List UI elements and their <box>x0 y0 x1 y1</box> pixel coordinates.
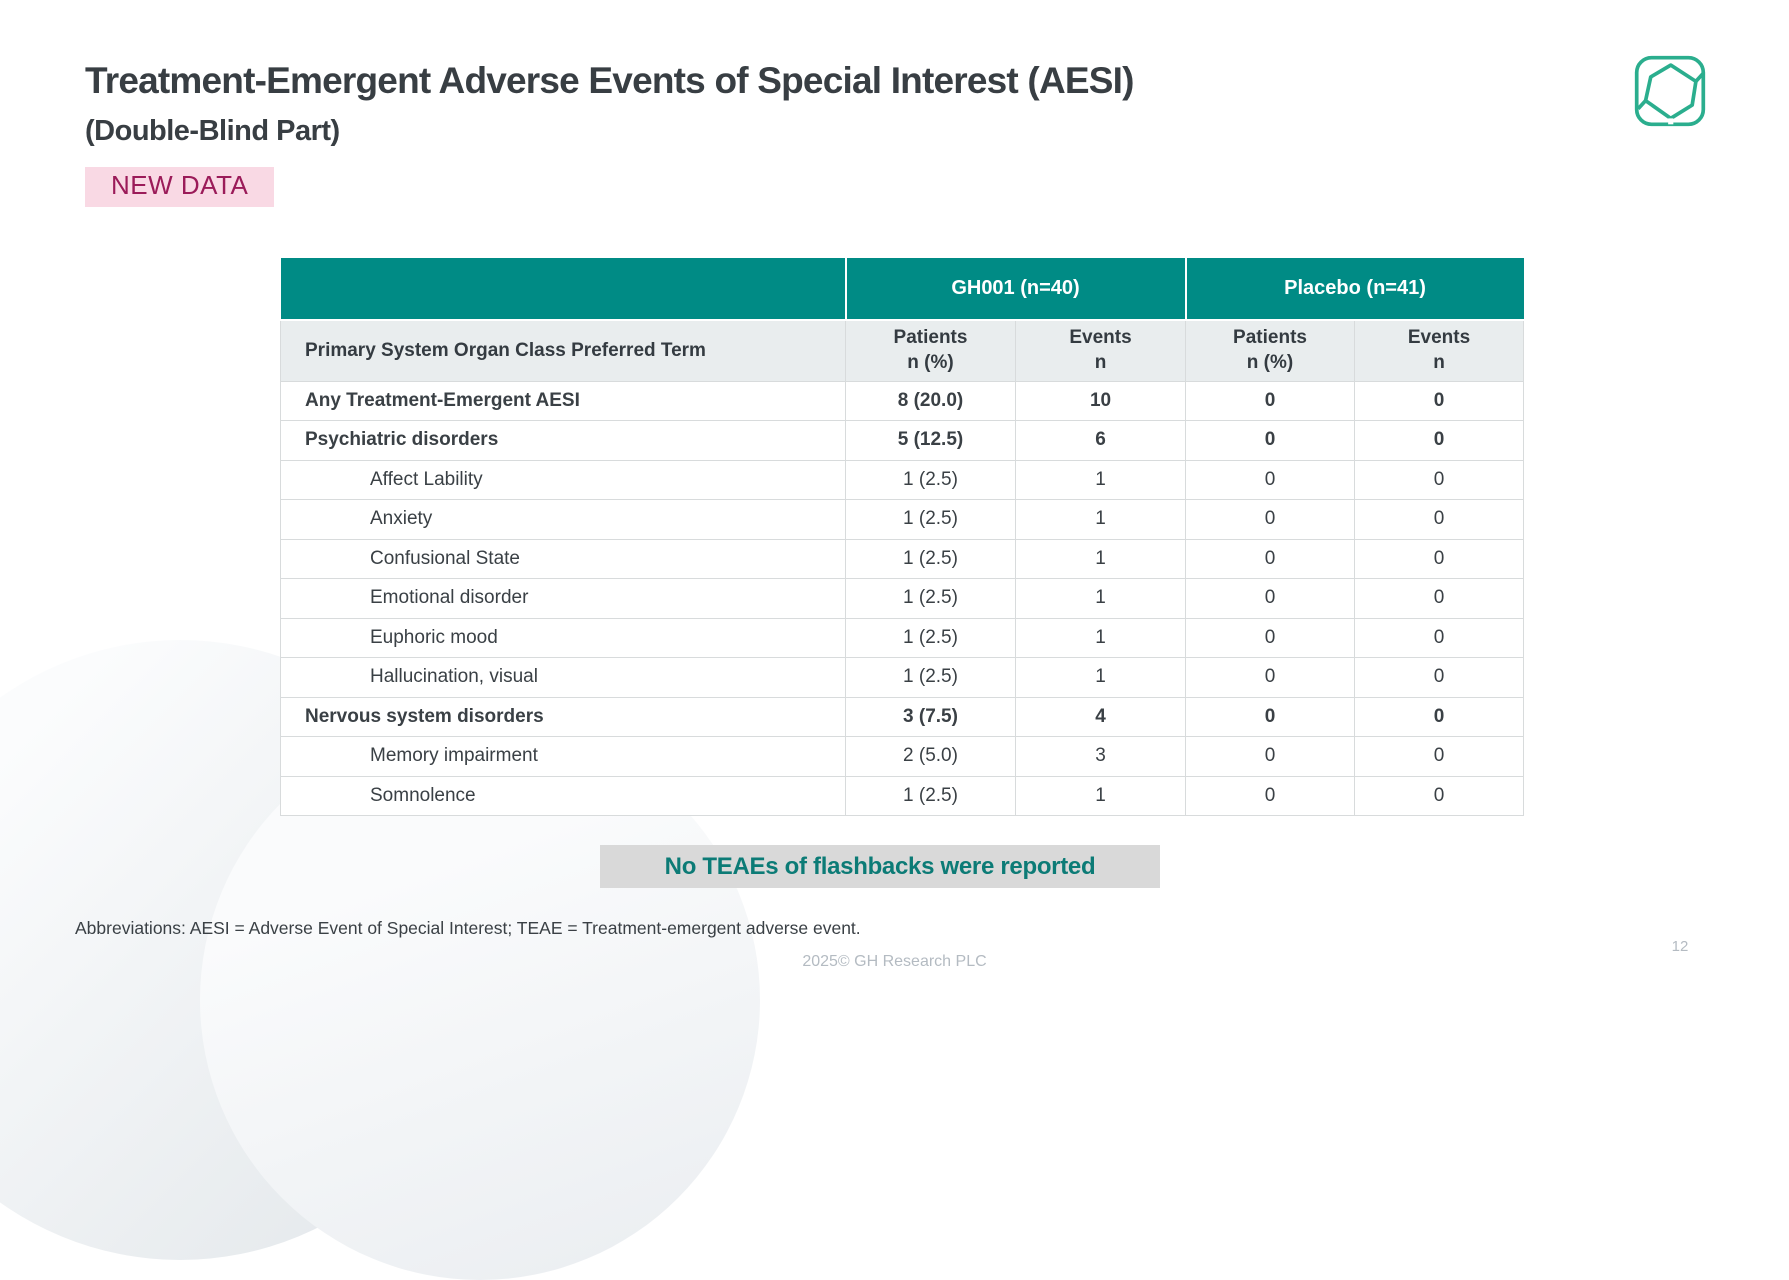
column-header-line: Events <box>1069 327 1132 349</box>
value-cell: 0 <box>1185 499 1356 540</box>
value-cell: 0 <box>1354 696 1525 737</box>
term-column-header: Primary System Organ Class Preferred Ter… <box>280 320 846 382</box>
term-cell: Anxiety <box>280 499 846 540</box>
value-cell: 0 <box>1185 696 1356 737</box>
value-cell: 0 <box>1185 775 1356 816</box>
value-cell: 0 <box>1185 459 1356 500</box>
value-cell: 5 (12.5) <box>845 420 1016 461</box>
table-row: Any Treatment-Emergent AESI 8 (20.0) 10 … <box>280 380 1525 421</box>
term-cell: Euphoric mood <box>280 617 846 658</box>
value-cell: 0 <box>1354 578 1525 619</box>
term-cell: Somnolence <box>280 775 846 816</box>
value-cell: 1 (2.5) <box>845 578 1016 619</box>
table-row: Confusional State 1 (2.5) 1 0 0 <box>280 538 1525 579</box>
column-header-line: Patients <box>893 327 968 349</box>
table-row: Hallucination, visual 1 (2.5) 1 0 0 <box>280 657 1525 698</box>
column-header-line: Events <box>1407 327 1471 349</box>
value-cell: 0 <box>1354 617 1525 658</box>
page-title: Treatment-Emergent Adverse Events of Spe… <box>85 60 1134 101</box>
value-cell: 0 <box>1354 380 1525 421</box>
term-cell: Psychiatric disorders <box>280 420 846 461</box>
value-cell: 3 (7.5) <box>845 696 1016 737</box>
value-cell: 0 <box>1185 657 1356 698</box>
no-flashbacks-note-text: No TEAEs of flashbacks were reported <box>664 852 1096 880</box>
value-cell: 1 (2.5) <box>845 775 1016 816</box>
table-row: Anxiety 1 (2.5) 1 0 0 <box>280 499 1525 540</box>
value-cell: 0 <box>1354 775 1525 816</box>
value-cell: 1 <box>1014 459 1187 500</box>
column-header-patients-placebo: Patients n (%) <box>1185 320 1356 382</box>
term-cell: Memory impairment <box>280 736 846 777</box>
term-cell: Nervous system disorders <box>280 696 846 737</box>
table-row: Psychiatric disorders 5 (12.5) 6 0 0 <box>280 420 1525 461</box>
column-header-line: n (%) <box>907 351 954 373</box>
abbreviations-footnote: Abbreviations: AESI = Adverse Event of S… <box>75 918 861 938</box>
value-cell: 3 <box>1014 736 1187 777</box>
table-row: Emotional disorder 1 (2.5) 1 0 0 <box>280 578 1525 619</box>
table-group-header-row: GH001 (n=40) Placebo (n=41) <box>280 258 1524 321</box>
column-header-line: Patients <box>1233 327 1307 349</box>
value-cell: 0 <box>1354 657 1525 698</box>
value-cell: 0 <box>1185 420 1356 461</box>
column-header-events-gh001: Events n <box>1014 320 1187 382</box>
empty-header-cell <box>280 258 846 321</box>
value-cell: 1 <box>1014 617 1187 658</box>
column-header-events-placebo: Events n <box>1354 320 1525 382</box>
value-cell: 1 (2.5) <box>845 538 1016 579</box>
value-cell: 0 <box>1354 420 1525 461</box>
value-cell: 8 (20.0) <box>845 380 1016 421</box>
value-cell: 0 <box>1185 538 1356 579</box>
column-header-line: n <box>1433 351 1445 373</box>
term-cell: Confusional State <box>280 538 846 579</box>
table-subheader-row: Primary System Organ Class Preferred Ter… <box>280 320 1525 382</box>
value-cell: 0 <box>1354 736 1525 777</box>
column-header-line: n (%) <box>1246 351 1294 373</box>
value-cell: 4 <box>1014 696 1187 737</box>
value-cell: 1 <box>1014 499 1187 540</box>
copyright-footer: 2025© GH Research PLC <box>802 953 987 970</box>
value-cell: 1 <box>1014 578 1187 619</box>
table-row: Somnolence 1 (2.5) 1 0 0 <box>280 775 1525 816</box>
table-row: Euphoric mood 1 (2.5) 1 0 0 <box>280 617 1525 658</box>
table-row: Nervous system disorders 3 (7.5) 4 0 0 <box>280 696 1525 737</box>
new-data-badge: NEW DATA <box>85 167 275 207</box>
column-header-patients-gh001: Patients n (%) <box>845 320 1016 382</box>
column-header-line: n <box>1094 351 1107 373</box>
value-cell: 0 <box>1185 617 1356 658</box>
value-cell: 0 <box>1185 578 1356 619</box>
gh-research-logo-icon <box>1634 55 1706 127</box>
value-cell: 6 <box>1014 420 1187 461</box>
term-cell: Emotional disorder <box>280 578 846 619</box>
value-cell: 0 <box>1354 499 1525 540</box>
no-flashbacks-note-box: No TEAEs of flashbacks were reported <box>600 845 1160 888</box>
term-cell: Any Treatment-Emergent AESI <box>280 380 846 421</box>
value-cell: 1 <box>1014 775 1187 816</box>
value-cell: 2 (5.0) <box>845 736 1016 777</box>
value-cell: 1 <box>1014 538 1187 579</box>
aesi-table: GH001 (n=40) Placebo (n=41) Primary Syst… <box>280 258 1525 816</box>
value-cell: 1 (2.5) <box>845 617 1016 658</box>
value-cell: 0 <box>1354 459 1525 500</box>
group-header-placebo: Placebo (n=41) <box>1184 258 1524 321</box>
value-cell: 0 <box>1354 538 1525 579</box>
value-cell: 0 <box>1185 736 1356 777</box>
term-cell: Affect Lability <box>280 459 846 500</box>
table-row: Affect Lability 1 (2.5) 1 0 0 <box>280 459 1525 500</box>
value-cell: 1 (2.5) <box>845 499 1016 540</box>
value-cell: 1 <box>1014 657 1187 698</box>
value-cell: 10 <box>1014 380 1187 421</box>
table-row: Memory impairment 2 (5.0) 3 0 0 <box>280 736 1525 777</box>
value-cell: 0 <box>1185 380 1356 421</box>
value-cell: 1 (2.5) <box>845 657 1016 698</box>
term-cell: Hallucination, visual <box>280 657 846 698</box>
value-cell: 1 (2.5) <box>845 459 1016 500</box>
page-number: 12 <box>1671 938 1689 955</box>
page-subtitle: (Double-Blind Part) <box>85 115 340 147</box>
group-header-gh001: GH001 (n=40) <box>844 258 1186 321</box>
